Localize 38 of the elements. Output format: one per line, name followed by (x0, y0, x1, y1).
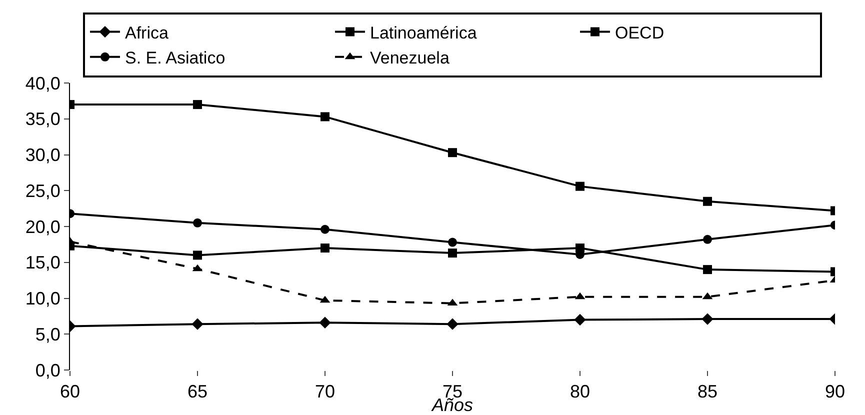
point (320, 244, 330, 253)
point (193, 218, 202, 228)
y-tick-label: 5,0 (35, 324, 60, 344)
x-tick-label: 85 (697, 382, 718, 402)
point (320, 112, 330, 122)
x-tick-label: 65 (187, 382, 208, 402)
x-tick-label: 70 (314, 382, 336, 402)
legend-label: S. E. Asiatico (125, 48, 226, 68)
legend-label: Venezuela (370, 48, 450, 68)
point (193, 250, 202, 260)
x-tick-label: 80 (570, 382, 590, 402)
point (448, 248, 457, 258)
point (192, 318, 204, 330)
point (703, 234, 712, 244)
x-tick-label: 90 (824, 382, 846, 402)
point (703, 265, 712, 274)
point (703, 196, 712, 206)
point (574, 314, 586, 326)
y-tick-label: 10,0 (25, 288, 60, 309)
point (193, 100, 202, 110)
y-tick-label: 40,0 (25, 73, 60, 94)
y-tick-label: 25,0 (25, 180, 60, 201)
legend-label: Latinoamérica (370, 23, 478, 42)
point (448, 238, 457, 247)
point (702, 313, 714, 325)
x-tick-label: 60 (60, 382, 80, 402)
point (446, 318, 458, 330)
legend-label: OECD (615, 23, 664, 42)
point (320, 224, 330, 234)
legend-label: Africa (125, 23, 169, 42)
point (319, 316, 331, 328)
point (448, 148, 457, 158)
y-tick-label: 30,0 (25, 145, 60, 166)
point (576, 182, 584, 191)
y-tick-label: 0,0 (35, 360, 60, 380)
y-tick-label: 35,0 (25, 109, 60, 130)
y-tick-label: 15,0 (25, 252, 60, 273)
y-tick-label: 20,0 (25, 216, 60, 237)
